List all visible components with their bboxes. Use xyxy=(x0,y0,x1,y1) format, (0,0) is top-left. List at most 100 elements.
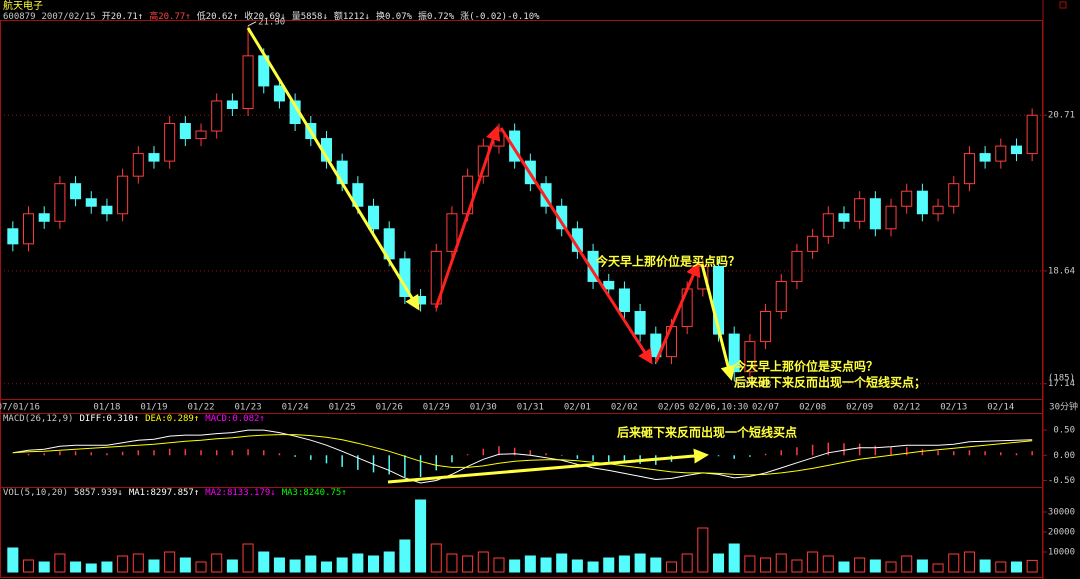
macd-line xyxy=(12,434,1033,476)
volume-bar xyxy=(477,551,489,573)
y-tick-label: 20000 xyxy=(1048,528,1075,538)
candle-body xyxy=(963,153,975,185)
stock-name: 航天电子 xyxy=(3,0,43,12)
x-tick-label: 2007/01/16 xyxy=(0,403,40,413)
legend-entry: 5857.939↓ xyxy=(74,488,123,498)
quote-field: 量5858↓ xyxy=(292,11,328,22)
volume-bar xyxy=(101,561,113,573)
volume-bar xyxy=(164,551,176,573)
annotation: 后来砸下来反而出现一个短线买点 xyxy=(617,425,797,440)
volume-bar xyxy=(368,555,380,573)
macd-line xyxy=(12,429,1033,484)
x-tick-label: 01/23 xyxy=(235,403,262,413)
volume-bar xyxy=(822,555,834,573)
extreme-marker xyxy=(733,380,743,386)
quote-field: 涨(-0.02)-0.10% xyxy=(460,11,540,22)
volume-bar xyxy=(226,559,238,573)
extreme-label: 17.18 xyxy=(744,380,771,390)
volume-bar xyxy=(995,561,1007,573)
volume-bar xyxy=(305,555,317,573)
candle-body xyxy=(211,100,223,132)
volume-bar xyxy=(289,559,301,573)
volume-bar xyxy=(399,539,411,573)
x-tick-label: 01/18 xyxy=(93,403,120,413)
annotation: 今天早上那价位是买点吗？ xyxy=(733,359,878,374)
x-tick-label: 01/30 xyxy=(470,403,497,413)
quote-field: 额1212↓ xyxy=(334,10,370,22)
volume-bar xyxy=(462,555,474,573)
candle-body xyxy=(932,205,944,215)
candle-body xyxy=(242,55,254,109)
candle-body xyxy=(634,311,646,335)
arrow xyxy=(700,263,736,381)
candle-body xyxy=(23,213,35,245)
quote-field: 600879 xyxy=(3,12,36,22)
candle-body xyxy=(509,130,521,162)
legend-entry: DEA:0.289↑ xyxy=(145,414,199,424)
candle-body xyxy=(650,333,662,358)
macd-panel xyxy=(0,413,1043,488)
volume-bar xyxy=(979,559,991,573)
volume-bar xyxy=(665,561,677,573)
legend-entry: MA1:8297.857↑ xyxy=(129,488,199,498)
volume-bar xyxy=(603,557,615,573)
x-tick-label: 02/05 xyxy=(658,403,685,413)
volume-bar xyxy=(556,553,568,573)
count-label: (185) xyxy=(1048,374,1075,384)
volume-bar xyxy=(1026,559,1038,573)
x-tick-label: 01/31 xyxy=(517,403,544,413)
y-tick-label: 0.50 xyxy=(1053,426,1075,436)
volume-bar xyxy=(336,557,348,573)
candle-body xyxy=(226,100,238,109)
candle-body xyxy=(744,341,756,373)
candle-body xyxy=(117,175,129,215)
y-tick-label: 20.71 xyxy=(1048,111,1075,121)
candle-body xyxy=(618,288,630,313)
volume-bar xyxy=(697,527,709,573)
volume-bar xyxy=(211,553,223,573)
volume-bar xyxy=(744,555,756,573)
candle-body xyxy=(415,295,427,305)
x-tick-label: 02/14 xyxy=(987,403,1014,413)
volume-bar xyxy=(650,557,662,573)
arrow xyxy=(246,27,420,311)
candle-body xyxy=(901,190,913,207)
volume-bar xyxy=(838,561,850,573)
volume-bar xyxy=(885,561,897,573)
volume-bar xyxy=(38,561,50,573)
quote-info: 600879 2007/02/15 开20.71↑ 高20.77↑ 低20.62↑ 收20… xyxy=(3,10,540,22)
candle-body xyxy=(1026,114,1038,155)
volume-bar xyxy=(242,543,254,573)
volume-bar xyxy=(493,557,505,573)
x-tick-label: 01/24 xyxy=(282,403,309,413)
candle-body xyxy=(1010,145,1022,155)
x-tick-label: 02/07 xyxy=(752,403,779,413)
volume-bar xyxy=(415,499,427,573)
volume-bar xyxy=(383,551,395,573)
volume-bar xyxy=(760,557,772,573)
volume-bar xyxy=(540,557,552,573)
volume-bar xyxy=(901,555,913,573)
candle-body xyxy=(368,205,380,230)
volume-bar xyxy=(320,561,332,573)
volume-bar xyxy=(352,553,364,573)
volume-bar xyxy=(854,557,866,573)
volume-bar xyxy=(587,561,599,573)
candle-body xyxy=(164,123,176,162)
candle-body xyxy=(995,145,1007,162)
candle-body xyxy=(791,250,803,282)
volume-bar xyxy=(70,561,82,573)
macd-title: MACD(26,12,9) xyxy=(3,414,73,424)
volume-bar xyxy=(869,559,881,573)
x-tick-label: 02/13 xyxy=(940,403,967,413)
candle-body xyxy=(70,183,82,200)
y-tick-label: 10000 xyxy=(1048,548,1075,558)
y-tick-label: 0.00 xyxy=(1053,451,1075,461)
candle-body xyxy=(807,235,819,252)
annotation: 后来砸下来反而出现一个短线买点； xyxy=(734,375,926,390)
volume-bar xyxy=(179,557,191,573)
arrows xyxy=(246,27,736,484)
volume-bar xyxy=(618,555,630,573)
volume-bar xyxy=(775,553,787,573)
volume-bar xyxy=(509,559,521,573)
